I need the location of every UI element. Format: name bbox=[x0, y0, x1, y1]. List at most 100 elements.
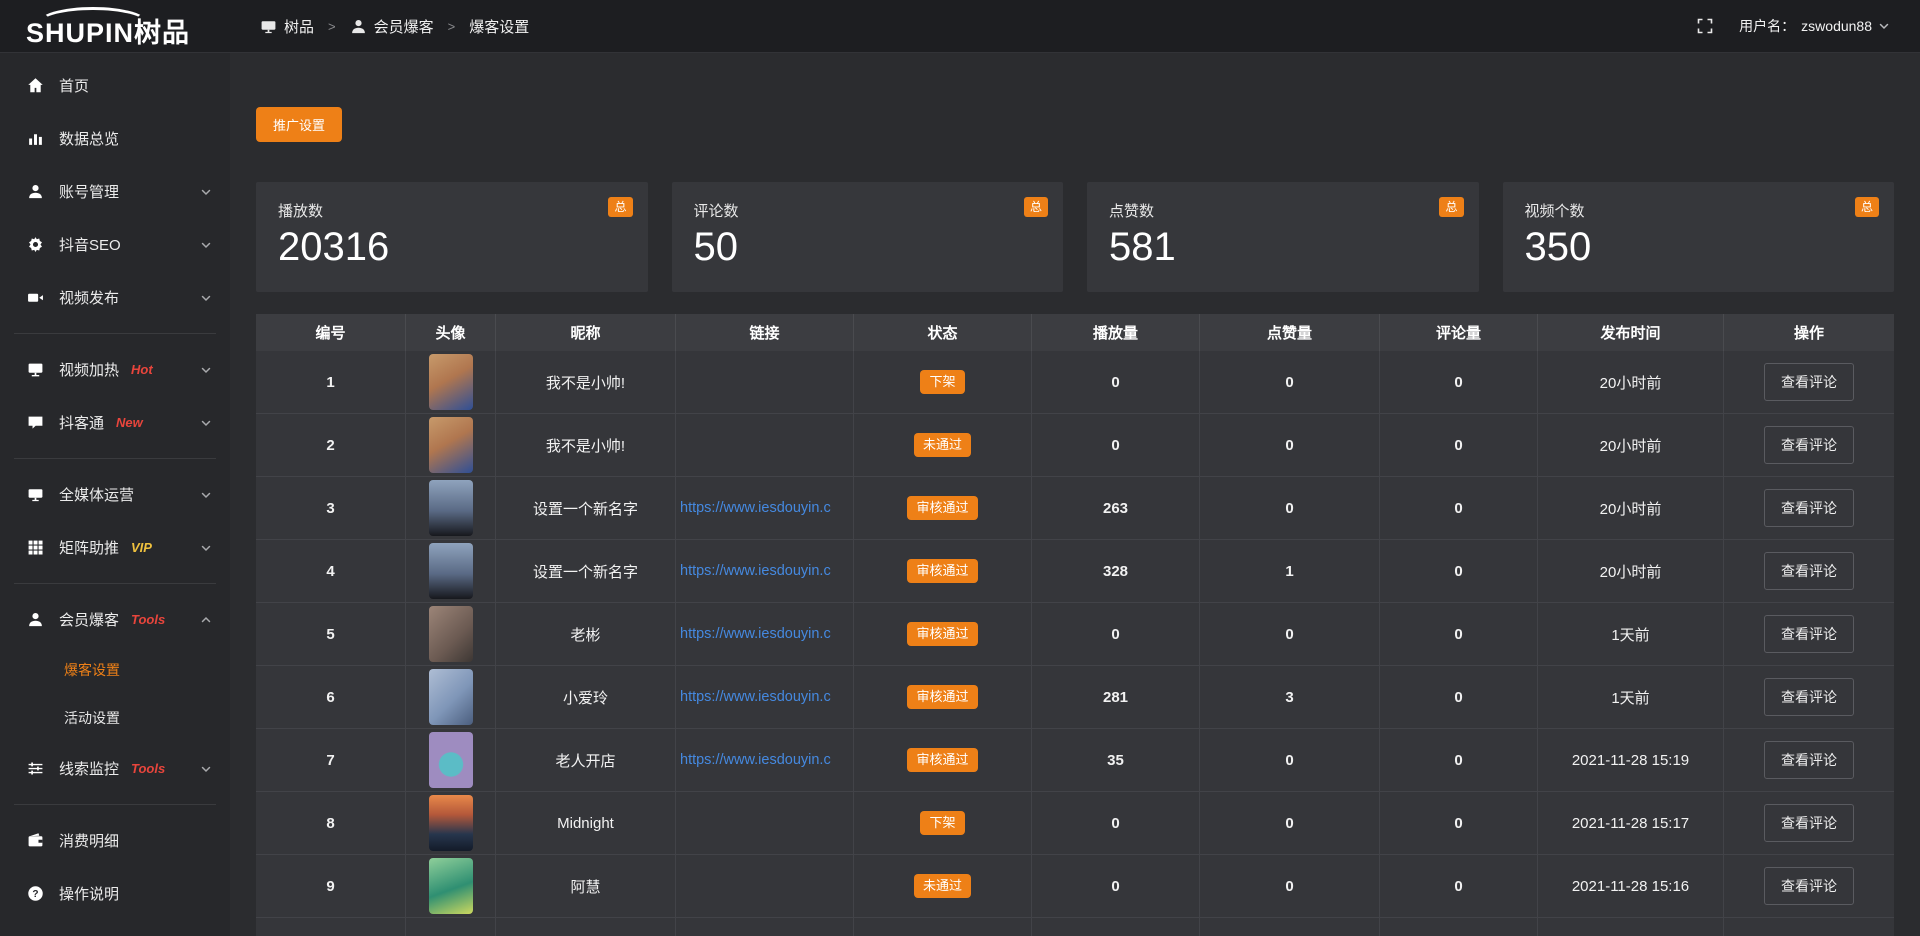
cell-avatar bbox=[406, 351, 496, 414]
column-header-time: 发布时间 bbox=[1538, 314, 1724, 351]
stat-card: 点赞数 581 总 bbox=[1087, 182, 1479, 292]
topbar: SHUPIN树品 树品 > 会员爆客 > 爆客设置 用户名： zswodun88 bbox=[0, 0, 1920, 53]
cell-link: https://www.iesdouyin.c bbox=[676, 729, 854, 792]
table-row-partial bbox=[256, 918, 1894, 936]
column-header-avatar: 头像 bbox=[406, 314, 496, 351]
view-comments-button[interactable]: 查看评论 bbox=[1764, 552, 1854, 590]
breadcrumb-separator: > bbox=[328, 18, 336, 34]
cell-link: https://www.iesdouyin.c bbox=[676, 540, 854, 603]
breadcrumb-item[interactable]: 树品 bbox=[260, 16, 314, 37]
sidebar-item-账号管理[interactable]: 账号管理 bbox=[0, 165, 230, 218]
sidebar-item-抖音SEO[interactable]: 抖音SEO bbox=[0, 218, 230, 271]
status-badge: 下架 bbox=[920, 369, 965, 395]
sidebar-item-线索监控[interactable]: 线索监控 Tools bbox=[0, 742, 230, 795]
grid-icon bbox=[26, 539, 44, 556]
sidebar-subitem-活动设置[interactable]: 活动设置 bbox=[64, 710, 120, 726]
cell-plays: 0 bbox=[1032, 414, 1200, 477]
column-header-action: 操作 bbox=[1724, 314, 1894, 351]
sidebar-item-抖客通[interactable]: 抖客通 New bbox=[0, 396, 230, 449]
breadcrumb-item[interactable]: 爆客设置 bbox=[469, 16, 529, 37]
nickname: Midnight bbox=[557, 814, 614, 832]
breadcrumb-item[interactable]: 会员爆客 bbox=[350, 16, 434, 37]
cell-likes: 3 bbox=[1200, 666, 1380, 729]
cell-num: 1 bbox=[256, 351, 406, 414]
status-badge: 审核通过 bbox=[907, 621, 978, 647]
cell-status: 审核通过 bbox=[854, 477, 1032, 540]
sidebar-item-数据总览[interactable]: 数据总览 bbox=[0, 112, 230, 165]
member-icon bbox=[26, 611, 44, 628]
cell-action: 查看评论 bbox=[1724, 792, 1894, 855]
stat-label: 播放数 bbox=[278, 203, 324, 220]
view-comments-button[interactable]: 查看评论 bbox=[1764, 867, 1854, 905]
sidebar-item-label: 视频发布 bbox=[59, 290, 120, 307]
promo-settings-button[interactable]: 推广设置 bbox=[256, 107, 343, 142]
publish-time: 20小时前 bbox=[1599, 500, 1662, 518]
sidebar-item-矩阵助推[interactable]: 矩阵助推 VIP bbox=[0, 521, 230, 574]
sidebar-item-消费明细[interactable]: 消费明细 bbox=[0, 814, 230, 867]
table-row: 7 老人开店 https://www.iesdouyin.c 审核通过 35 0 0 2021… bbox=[256, 729, 1894, 792]
nickname: 我不是小帅! bbox=[545, 374, 626, 392]
cell-plays: 281 bbox=[1032, 666, 1200, 729]
stat-value: 350 bbox=[1524, 225, 1592, 269]
view-comments-button[interactable]: 查看评论 bbox=[1764, 741, 1854, 779]
table-row: 2 我不是小帅! 未通过 0 0 0 20小时前 查看评论 bbox=[256, 414, 1894, 477]
video-link[interactable]: https://www.iesdouyin.c bbox=[680, 752, 831, 768]
video-link[interactable]: https://www.iesdouyin.c bbox=[680, 563, 831, 579]
cell-avatar bbox=[406, 603, 496, 666]
view-comments-button[interactable]: 查看评论 bbox=[1764, 363, 1854, 401]
view-comments-button[interactable]: 查看评论 bbox=[1764, 678, 1854, 716]
sidebar-item-首页[interactable]: 首页 bbox=[0, 59, 230, 112]
sidebar-item-视频加热[interactable]: 视频加热 Hot bbox=[0, 343, 230, 396]
breadcrumb-label: 爆客设置 bbox=[469, 18, 530, 36]
sidebar-subitem-爆客设置[interactable]: 爆客设置 bbox=[64, 662, 120, 678]
screen-icon bbox=[26, 361, 44, 378]
comment-icon bbox=[26, 414, 44, 431]
cell-link: https://www.iesdouyin.c bbox=[676, 666, 854, 729]
sidebar-item-视频发布[interactable]: 视频发布 bbox=[0, 271, 230, 324]
cell-likes: 0 bbox=[1200, 729, 1380, 792]
view-comments-button[interactable]: 查看评论 bbox=[1764, 804, 1854, 842]
cell-action: 查看评论 bbox=[1724, 603, 1894, 666]
avatar bbox=[428, 669, 473, 725]
chevron-down-icon bbox=[200, 292, 212, 304]
cell-avatar bbox=[406, 666, 496, 729]
cell-time: 2021-11-28 15:17 bbox=[1538, 792, 1724, 855]
sidebar-item-操作说明[interactable]: ? 操作说明 bbox=[0, 867, 230, 920]
cell-status: 下架 bbox=[854, 351, 1032, 414]
help-icon: ? bbox=[26, 885, 44, 902]
column-header-comments: 评论量 bbox=[1380, 314, 1538, 351]
total-badge: 总 bbox=[1854, 197, 1879, 218]
cell-comments: 0 bbox=[1380, 603, 1538, 666]
cell-status: 审核通过 bbox=[854, 729, 1032, 792]
sidebar-item-label: 线索监控 bbox=[59, 761, 120, 778]
table-row: 3 设置一个新名字 https://www.iesdouyin.c 审核通过 263 0 0… bbox=[256, 477, 1894, 540]
chart-icon bbox=[26, 130, 44, 147]
video-link[interactable]: https://www.iesdouyin.c bbox=[680, 689, 831, 705]
video-link[interactable]: https://www.iesdouyin.c bbox=[680, 626, 831, 642]
user-menu[interactable]: 用户名： zswodun88 bbox=[1739, 16, 1890, 36]
video-icon bbox=[26, 289, 44, 306]
view-comments-button[interactable]: 查看评论 bbox=[1764, 489, 1854, 527]
video-link[interactable]: https://www.iesdouyin.c bbox=[680, 500, 831, 516]
view-comments-button[interactable]: 查看评论 bbox=[1764, 426, 1854, 464]
view-comments-button[interactable]: 查看评论 bbox=[1764, 615, 1854, 653]
sidebar-item-会员爆客[interactable]: 会员爆客 Tools bbox=[0, 593, 230, 646]
cell-likes: 0 bbox=[1200, 414, 1380, 477]
nickname: 老彬 bbox=[570, 626, 601, 644]
chevron-down-icon bbox=[200, 417, 212, 429]
user-icon bbox=[350, 18, 367, 35]
stat-label: 视频个数 bbox=[1524, 203, 1585, 220]
publish-time: 20小时前 bbox=[1599, 374, 1662, 392]
avatar bbox=[428, 858, 473, 914]
publish-time: 20小时前 bbox=[1599, 563, 1662, 581]
cell-num: 7 bbox=[256, 729, 406, 792]
sidebar-item-badge: Tools bbox=[131, 761, 166, 776]
cell-comments: 0 bbox=[1380, 414, 1538, 477]
fullscreen-icon[interactable] bbox=[1697, 18, 1713, 34]
cell-link: https://www.iesdouyin.c bbox=[676, 603, 854, 666]
status-badge: 下架 bbox=[920, 810, 965, 836]
avatar bbox=[428, 354, 473, 410]
wallet-icon bbox=[26, 832, 44, 849]
sidebar-item-全媒体运营[interactable]: 全媒体运营 bbox=[0, 468, 230, 521]
cell-nick: 阿慧 bbox=[496, 855, 676, 918]
